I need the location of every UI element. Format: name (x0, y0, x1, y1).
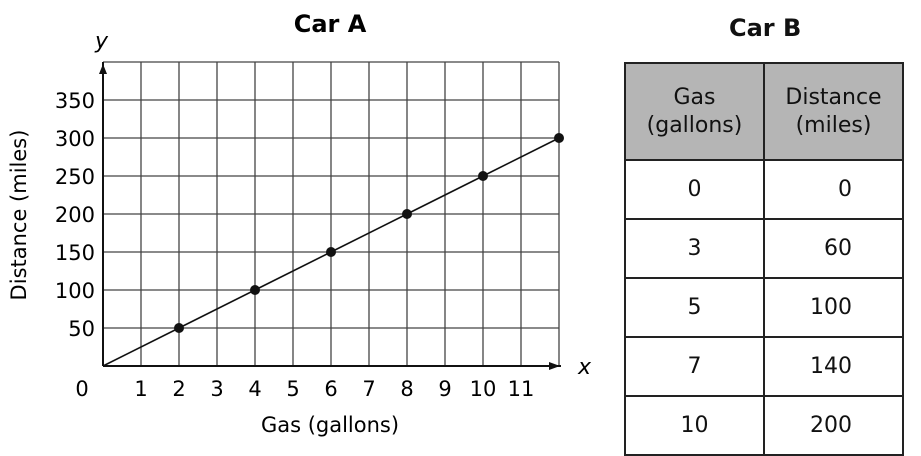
y-tick-label: 150 (55, 241, 95, 265)
x-axis-letter: x (577, 355, 592, 380)
y-tick-label: 100 (55, 279, 95, 303)
distance-cell: 0 (763, 159, 904, 220)
x-tick-label: 11 (508, 377, 535, 401)
gas-cell: 3 (624, 218, 765, 279)
gas-cell: 0 (624, 159, 765, 220)
distance-cell: 140 (763, 336, 904, 397)
gas-cell: 5 (624, 277, 765, 338)
distance-cell: 100 (763, 277, 904, 338)
y-tick-label: 350 (55, 89, 95, 113)
car-a-chart: 0 1 2 3 4 5 6 7 8 9 10 11 50 100 150 200 250 300 350 Car A G… (7, 10, 592, 437)
x-tick-label: 6 (324, 377, 337, 401)
data-point (326, 247, 336, 257)
table-row: 5 100 (624, 277, 904, 338)
distance-cell: 200 (763, 395, 904, 456)
x-tick-label: 10 (470, 377, 497, 401)
x-axis-label: Gas (gallons) (261, 413, 399, 437)
data-point (250, 285, 260, 295)
header-distance: Distance (miles) (763, 62, 904, 161)
gas-cell: 7 (624, 336, 765, 397)
distance-cell: 60 (763, 218, 904, 279)
table-row: 3 60 (624, 218, 904, 279)
car-b-title: Car B (729, 14, 802, 42)
x-tick-label: 0 (75, 377, 88, 401)
table-row: 10 200 (624, 395, 904, 456)
x-axis-arrow (549, 362, 560, 370)
table-row: 7 140 (624, 336, 904, 397)
data-point (402, 209, 412, 219)
gas-cell: 10 (624, 395, 765, 456)
x-tick-label: 1 (134, 377, 147, 401)
y-axis-label: Distance (miles) (7, 130, 31, 301)
y-axis-arrow (99, 64, 107, 74)
x-tick-label: 2 (172, 377, 185, 401)
data-point (478, 171, 488, 181)
x-tick-label: 9 (438, 377, 451, 401)
chart-title: Car A (294, 10, 367, 38)
x-tick-label: 7 (362, 377, 375, 401)
y-tick-label: 50 (68, 317, 95, 341)
x-tick-label: 8 (400, 377, 413, 401)
y-tick-label: 200 (55, 203, 95, 227)
car-b-table: Gas (gallons) Distance (miles) 0 0 3 60 5 100 7 1… (624, 62, 904, 456)
data-point (554, 133, 564, 143)
y-axis-letter: y (94, 29, 109, 54)
y-tick-label: 250 (55, 165, 95, 189)
x-tick-label: 4 (248, 377, 261, 401)
y-tick-label: 300 (55, 127, 95, 151)
x-tick-label: 3 (210, 377, 223, 401)
data-point (174, 323, 184, 333)
table-header-row: Gas (gallons) Distance (miles) (624, 62, 904, 161)
header-gas: Gas (gallons) (624, 62, 765, 161)
x-tick-label: 5 (286, 377, 299, 401)
